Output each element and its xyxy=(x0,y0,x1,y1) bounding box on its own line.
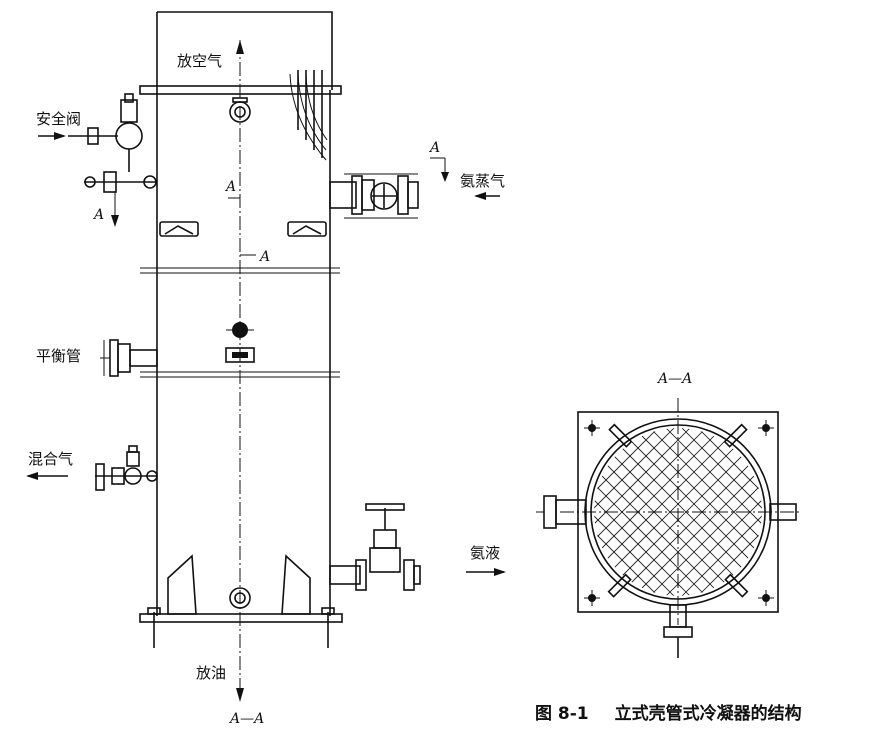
tube-hatch-line xyxy=(778,412,886,612)
corner-bolt-icon xyxy=(758,420,774,436)
liquid-ammonia-label: 氨液 xyxy=(470,544,501,562)
mixed-gas-label: 混合气 xyxy=(28,450,74,468)
figure-caption: 图 8-1 立式壳管式冷凝器的结构 xyxy=(535,699,802,724)
cross-section-view xyxy=(378,398,886,658)
safety-valve-label: 安全阀 xyxy=(36,110,82,128)
tube-hatch-line xyxy=(594,428,707,596)
figure-title: 立式壳管式冷凝器的结构 xyxy=(614,704,802,724)
balance-pipe-label: 平衡管 xyxy=(36,347,82,365)
corner-bolt-icon xyxy=(584,590,600,606)
corner-bolt-icon xyxy=(758,590,774,606)
tube-hatch-line xyxy=(594,428,691,596)
cross-section-title: A—A xyxy=(658,371,693,387)
tube-hatch-line xyxy=(594,428,739,596)
oil-drain-label: 放油 xyxy=(196,664,227,682)
figure-number: 图 8-1 xyxy=(535,704,589,724)
tube-hatch-line xyxy=(665,428,762,596)
tube-hatch-line xyxy=(594,428,691,596)
tube-hatch-line xyxy=(378,412,578,612)
safety-valve xyxy=(68,93,157,227)
condenser-elevation-view xyxy=(26,11,506,702)
tube-hatch-line xyxy=(594,428,755,596)
section-marker-a-upper: A xyxy=(226,179,237,195)
balance-pipe xyxy=(100,339,158,377)
vent-gas-label: 放空气 xyxy=(177,52,223,70)
ammonia-vapor-label: 氨蒸气 xyxy=(460,172,506,190)
tube-hatch-line xyxy=(594,428,675,596)
mixed-gas-valve xyxy=(95,445,158,491)
corner-bolt-icon xyxy=(584,420,600,436)
tube-hatch-line xyxy=(378,412,578,612)
bottom-section-label: A—A xyxy=(230,711,265,727)
tube-hatch-line xyxy=(594,428,675,596)
tube-hatch-line xyxy=(594,428,723,596)
ammonia-vapor-inlet xyxy=(329,173,419,219)
tube-hatch-line xyxy=(594,428,611,596)
section-marker-a-right: A xyxy=(430,140,441,156)
section-marker-a-valve: A xyxy=(94,207,105,223)
tube-hatch-line xyxy=(594,428,611,596)
liquid-ammonia-outlet xyxy=(329,503,421,591)
tube-hatch-line xyxy=(617,428,762,596)
tube-hatch-line xyxy=(681,428,762,596)
section-marker-a-mid: A xyxy=(260,249,271,265)
tube-hatch-line xyxy=(778,412,886,612)
tube-hatch-line xyxy=(649,428,762,596)
tube-hatch-line xyxy=(633,428,762,596)
tube-hatch-line xyxy=(681,428,762,596)
tube-hatch-line xyxy=(665,428,762,596)
tube-hatch-line xyxy=(601,428,762,596)
